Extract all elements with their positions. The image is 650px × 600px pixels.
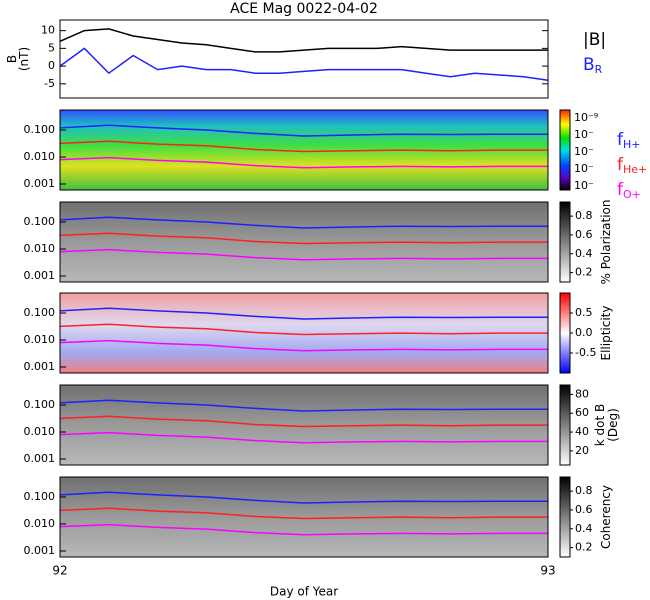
colorbar-tick-label: 40	[575, 425, 589, 438]
plot-frame	[59, 384, 549, 466]
colorbar-tick-label: 0.4	[575, 522, 593, 535]
legend-entry: fO+	[617, 180, 641, 201]
legend-sub: O+	[623, 188, 641, 201]
frequency-line	[59, 216, 548, 229]
legend-entry: fHe+	[617, 155, 647, 176]
y-tick-label: 0	[48, 59, 55, 72]
frequency-line	[59, 248, 548, 261]
frequency-line	[59, 399, 548, 412]
frequency-line	[59, 232, 548, 245]
legend-name: f	[617, 130, 624, 150]
colorbar-tick-label: 0.5	[575, 306, 593, 319]
legend-name: B	[583, 55, 595, 75]
y-tick-label: 0.100	[24, 398, 56, 411]
frequency-line	[59, 491, 548, 504]
colorbar-tick-label: 0.6	[575, 228, 593, 241]
legend-name: f	[617, 180, 624, 200]
colorbar-title: k dot B	[593, 404, 607, 446]
colorbar	[559, 292, 571, 374]
y-tick-label: 0.010	[24, 242, 56, 255]
colorbar-title: Ellipticity	[599, 306, 613, 361]
colorbar-tick-label: 60	[575, 406, 589, 419]
y-tick-label: 0.010	[24, 150, 56, 163]
legend-sub: R	[595, 63, 603, 76]
legend-entry: BR	[583, 55, 603, 76]
x-tick-label: 93	[540, 564, 555, 578]
y-axis-unit: (nT)	[17, 47, 31, 71]
line-series	[59, 28, 548, 53]
colorbar-label: 10⁻	[574, 145, 594, 158]
y-tick-label: 0.001	[24, 452, 56, 465]
plot-frame	[59, 19, 549, 99]
colorbar-label: 10⁻⁹	[574, 111, 598, 124]
plot-frame	[59, 201, 549, 283]
y-tick-label: 0.010	[24, 425, 56, 438]
plot-frame	[59, 292, 549, 374]
legend-name: |B|	[583, 30, 606, 50]
colorbar-label: 10⁻	[574, 162, 594, 175]
line-series	[59, 47, 549, 82]
colorbar-tick-label: 20	[575, 444, 589, 457]
y-tick-label: 0.100	[24, 306, 56, 319]
colorbar-title: % Polarization	[599, 200, 613, 285]
colorbar-tick-label: 0.2	[575, 266, 593, 279]
frequency-line	[59, 307, 548, 320]
colorbar-title: Coherency	[599, 485, 613, 549]
legend-name: f	[617, 155, 624, 175]
frequency-line	[59, 507, 548, 520]
y-tick-label: 0.100	[24, 215, 56, 228]
chart-title: ACE Mag 0022-04-02	[230, 1, 378, 17]
colorbar-title: k dot B(Deg)	[593, 404, 620, 446]
colorbar	[559, 476, 571, 558]
y-tick-label: -5	[44, 77, 55, 90]
legend-sub: He+	[623, 163, 647, 176]
y-axis-label: B	[5, 55, 19, 63]
plot-frame	[59, 476, 549, 558]
y-tick-label: 0.010	[24, 333, 56, 346]
colorbar-tick-label: 0.2	[575, 541, 593, 554]
legend-entry: fH+	[617, 130, 641, 151]
y-tick-label: 0.100	[24, 490, 56, 503]
legend-sub: H+	[623, 138, 641, 151]
colorbar-tick-label: -0.5	[575, 346, 596, 359]
x-tick-label: 92	[52, 564, 67, 578]
colorbar-label: 10⁻	[574, 179, 594, 192]
colorbar-title: Coherency	[599, 485, 613, 549]
colorbar	[559, 384, 571, 466]
y-tick-label: 0.001	[24, 544, 56, 557]
y-tick-label: 0.010	[24, 517, 56, 530]
colorbar-tick-label: 0.8	[575, 484, 593, 497]
frequency-line	[59, 124, 548, 137]
x-axis-label: Day of Year	[270, 585, 338, 599]
y-tick-label: 0.001	[24, 269, 56, 282]
y-tick-label: 0.001	[24, 177, 56, 190]
y-axis-label: B(nT)	[5, 47, 31, 71]
y-tick-label: 0.001	[24, 360, 56, 373]
frequency-line	[59, 140, 548, 153]
colorbar-tick-label: 0.8	[575, 209, 593, 222]
colorbar	[559, 201, 571, 283]
colorbar-tick-label: 0.0	[575, 326, 593, 339]
frequency-line	[59, 415, 548, 428]
frequency-line	[59, 431, 548, 444]
colorbar-title: Ellipticity	[599, 306, 613, 361]
colorbar	[559, 109, 571, 191]
legend-entry: |B|	[583, 30, 606, 50]
colorbar-tick-label: 0.6	[575, 503, 593, 516]
plot-frame	[59, 109, 549, 191]
colorbar-tick-label: 80	[575, 387, 589, 400]
frequency-line	[59, 323, 548, 336]
colorbar-title: % Polarization	[599, 200, 613, 285]
frequency-line	[59, 523, 548, 536]
colorbar-tick-label: 0.4	[575, 247, 593, 260]
y-tick-label: 10	[41, 24, 55, 37]
colorbar-label: 10⁻	[574, 128, 594, 141]
colorbar-title-unit: (Deg)	[606, 408, 620, 442]
y-tick-label: 0.100	[24, 123, 56, 136]
frequency-line	[59, 339, 548, 352]
y-tick-label: 5	[48, 41, 55, 54]
frequency-line	[59, 156, 548, 169]
